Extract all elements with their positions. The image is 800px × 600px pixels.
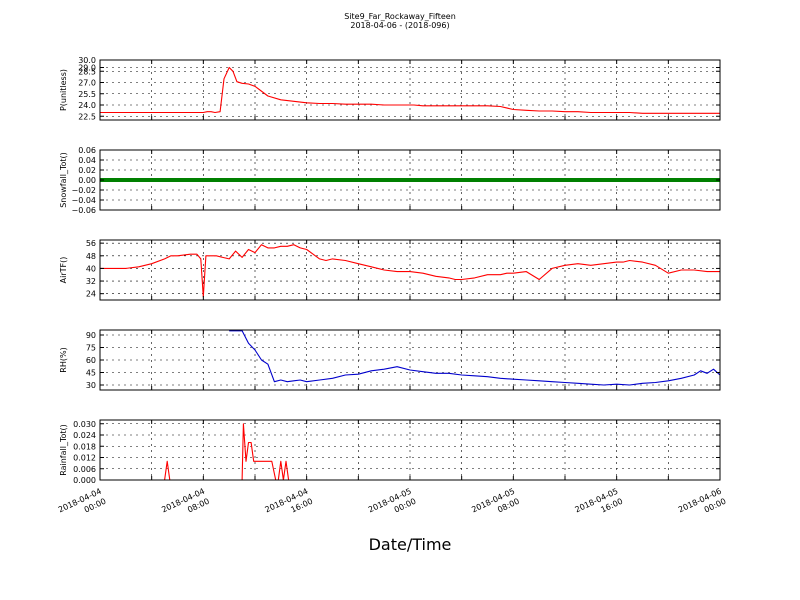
figure-title: Site9_Far_Rockaway_Fifteen xyxy=(344,12,456,21)
y-tick-label: 0.030 xyxy=(73,420,96,429)
y-tick-label: −0.06 xyxy=(71,206,96,215)
y-axis-label: Rainfall_Tot() xyxy=(59,424,68,476)
y-tick-label: 48 xyxy=(86,252,96,261)
x-tick-label: 2018-04-0500:00 xyxy=(367,487,418,525)
series-line-panel-4 xyxy=(229,330,721,386)
y-tick-label: 32 xyxy=(86,277,96,286)
y-axis-label: RH(%) xyxy=(59,347,68,372)
y-tick-label: 40 xyxy=(86,264,96,273)
y-tick-label: −0.04 xyxy=(71,196,96,205)
y-tick-label: 24 xyxy=(86,290,96,299)
x-tick-label: 2018-04-0600:00 xyxy=(677,487,728,525)
x-tick-label: 2018-04-0408:00 xyxy=(160,487,211,525)
y-tick-label: 56 xyxy=(86,239,96,248)
y-tick-label: 0.00 xyxy=(78,176,96,185)
y-tick-label: 29.0 xyxy=(78,64,96,73)
y-tick-label: 25.5 xyxy=(78,90,96,99)
y-tick-label: 45 xyxy=(86,369,96,378)
y-axis-label: Snowfall_Tot() xyxy=(59,152,68,208)
y-axis-label: AirTF() xyxy=(59,257,68,284)
y-tick-label: 0.012 xyxy=(73,454,96,463)
y-tick-label: 0.000 xyxy=(73,476,96,485)
y-tick-label: 0.018 xyxy=(73,442,96,451)
y-tick-label: 60 xyxy=(86,356,96,365)
y-tick-label: 0.006 xyxy=(73,465,96,474)
y-tick-label: 0.06 xyxy=(78,146,96,155)
x-axis-label: Date/Time xyxy=(368,535,452,554)
y-tick-label: 30 xyxy=(86,381,96,390)
y-tick-label: 27.0 xyxy=(78,79,96,88)
y-tick-label: 90 xyxy=(86,331,96,340)
y-tick-label: −0.02 xyxy=(71,186,96,195)
series-line-panel-1 xyxy=(100,66,720,114)
y-tick-label: 28.5 xyxy=(78,67,96,76)
y-tick-label: 22.5 xyxy=(78,112,96,121)
y-tick-label: 30.0 xyxy=(78,56,96,65)
y-tick-label: 0.024 xyxy=(73,431,96,440)
y-axis-label: P(unitless) xyxy=(59,69,68,111)
x-tick-label: 2018-04-0416:00 xyxy=(264,487,315,525)
y-tick-label: 0.02 xyxy=(78,166,96,175)
figure-subtitle: 2018-04-06 - (2018-096) xyxy=(350,21,450,30)
y-tick-label: 75 xyxy=(86,344,96,353)
x-tick-label: 2018-04-0508:00 xyxy=(470,487,521,525)
x-tick-label: 2018-04-0400:00 xyxy=(57,487,108,525)
y-tick-label: 24.0 xyxy=(78,101,96,110)
x-tick-label: 2018-04-0516:00 xyxy=(574,487,625,525)
y-tick-label: 0.04 xyxy=(78,156,96,165)
series-line-panel-3 xyxy=(100,244,720,298)
